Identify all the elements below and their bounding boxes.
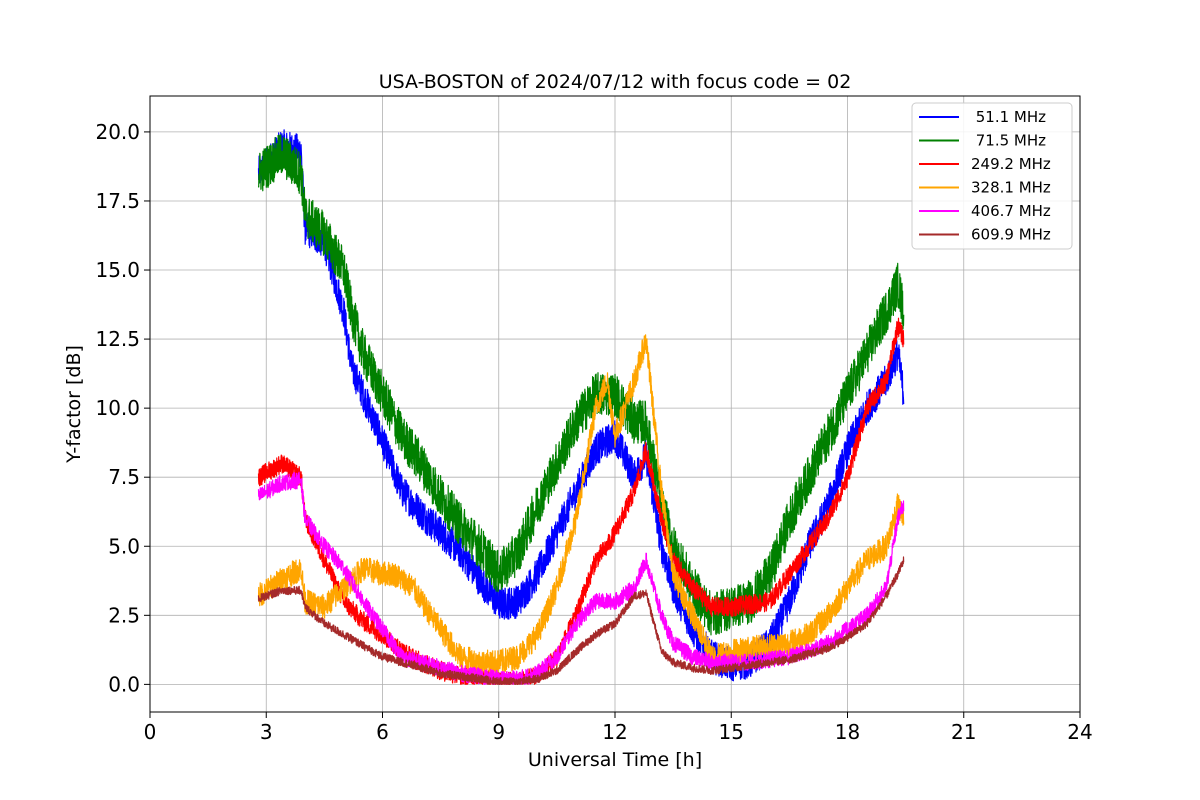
series-layer xyxy=(257,129,905,686)
legend-label: 609.9 MHz xyxy=(971,226,1051,244)
y-tick-label: 2.5 xyxy=(108,603,140,627)
y-tick-label: 20.0 xyxy=(95,120,140,144)
x-tick-label: 21 xyxy=(951,720,976,744)
legend-label: 71.5 MHz xyxy=(971,132,1046,150)
x-tick-label: 0 xyxy=(144,720,157,744)
series-line xyxy=(257,556,905,686)
y-tick-label: 12.5 xyxy=(95,327,140,351)
legend-items: 51.1 MHz 71.5 MHz 249.2 MHz 328.1 MHz 406.7… xyxy=(919,108,1051,244)
series-line xyxy=(257,317,905,686)
x-tick-label: 15 xyxy=(719,720,744,744)
x-tick-label: 6 xyxy=(376,720,389,744)
legend-label: 51.1 MHz xyxy=(971,108,1046,126)
legend: 51.1 MHz 71.5 MHz 249.2 MHz 328.1 MHz 406.7… xyxy=(911,102,1073,250)
legend-label: 406.7 MHz xyxy=(971,202,1051,220)
x-tick-label: 24 xyxy=(1067,720,1092,744)
y-tick-label: 10.0 xyxy=(95,396,140,420)
y-tick-label: 15.0 xyxy=(95,258,140,282)
x-tick-label: 3 xyxy=(260,720,273,744)
y-tick-label: 17.5 xyxy=(95,189,140,213)
series-line xyxy=(257,134,905,636)
series-line xyxy=(257,471,905,686)
y-axis-ticks: 0.0 2.5 5.0 7.5 10.0 12.5 15.0 17.5 20.0 xyxy=(95,120,150,696)
x-axis-label: Universal Time [h] xyxy=(528,749,702,771)
y-axis-label: Y-factor [dB] xyxy=(63,345,85,464)
legend-label: 328.1 MHz xyxy=(971,179,1051,197)
x-tick-label: 9 xyxy=(492,720,505,744)
legend-label: 249.2 MHz xyxy=(971,155,1051,173)
x-tick-label: 12 xyxy=(602,720,627,744)
y-tick-label: 5.0 xyxy=(108,534,140,558)
chart-title: USA-BOSTON of 2024/07/12 with focus code… xyxy=(379,71,852,93)
y-tick-label: 0.0 xyxy=(108,672,140,696)
y-tick-label: 7.5 xyxy=(108,465,140,489)
x-axis-ticks: 0 3 6 9 12 15 18 21 24 xyxy=(144,712,1093,744)
x-tick-label: 18 xyxy=(835,720,860,744)
series-line xyxy=(257,334,905,676)
